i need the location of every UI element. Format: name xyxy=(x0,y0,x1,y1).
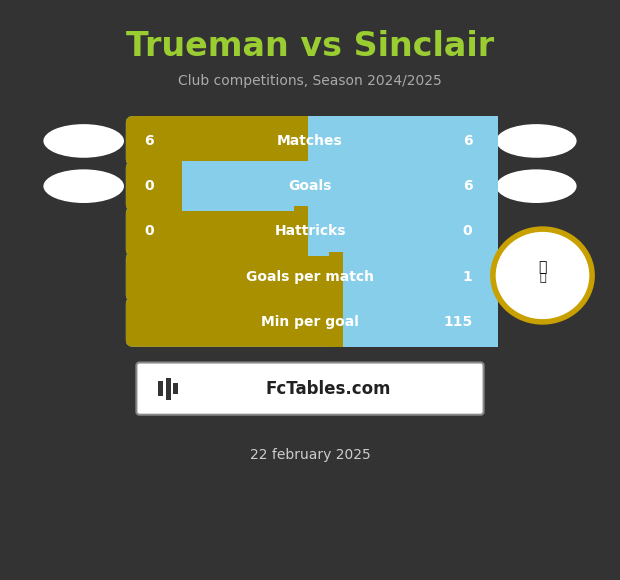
Text: Matches: Matches xyxy=(277,134,343,148)
Text: 🌿: 🌿 xyxy=(538,260,547,274)
FancyBboxPatch shape xyxy=(136,362,484,415)
Ellipse shape xyxy=(43,169,124,203)
FancyBboxPatch shape xyxy=(126,252,351,302)
FancyBboxPatch shape xyxy=(126,206,491,256)
Bar xyxy=(309,206,498,256)
Bar xyxy=(167,161,184,211)
Bar xyxy=(343,252,498,302)
Text: 1: 1 xyxy=(463,270,472,284)
Text: 115: 115 xyxy=(443,315,472,329)
Text: 6: 6 xyxy=(463,134,472,148)
FancyBboxPatch shape xyxy=(126,297,351,347)
Bar xyxy=(158,382,163,396)
FancyBboxPatch shape xyxy=(126,206,316,256)
Bar xyxy=(293,116,309,166)
Text: 0: 0 xyxy=(144,179,154,193)
Bar xyxy=(182,161,498,211)
Ellipse shape xyxy=(43,124,124,158)
FancyBboxPatch shape xyxy=(126,116,491,166)
Text: 0: 0 xyxy=(463,224,472,238)
Ellipse shape xyxy=(496,169,577,203)
FancyBboxPatch shape xyxy=(126,161,190,211)
Bar xyxy=(309,116,498,166)
Text: 22 february 2025: 22 february 2025 xyxy=(250,448,370,462)
Text: 6: 6 xyxy=(463,179,472,193)
Text: Club competitions, Season 2024/2025: Club competitions, Season 2024/2025 xyxy=(178,74,442,88)
Text: Hattricks: Hattricks xyxy=(274,224,346,238)
Circle shape xyxy=(493,229,592,322)
Text: 0: 0 xyxy=(144,224,154,238)
FancyBboxPatch shape xyxy=(126,161,491,211)
Text: Goals: Goals xyxy=(288,179,332,193)
Bar xyxy=(343,297,498,347)
Ellipse shape xyxy=(496,124,577,158)
Text: ⭐: ⭐ xyxy=(539,273,546,284)
Text: Trueman vs Sinclair: Trueman vs Sinclair xyxy=(126,30,494,63)
FancyBboxPatch shape xyxy=(126,252,491,302)
Bar xyxy=(166,378,171,400)
Bar xyxy=(329,297,345,347)
FancyBboxPatch shape xyxy=(126,116,316,166)
FancyBboxPatch shape xyxy=(126,297,491,347)
Bar xyxy=(173,383,178,394)
Text: Min per goal: Min per goal xyxy=(261,315,359,329)
Text: 6: 6 xyxy=(144,134,154,148)
Text: Goals per match: Goals per match xyxy=(246,270,374,284)
Bar xyxy=(329,252,345,302)
Text: FcTables.com: FcTables.com xyxy=(266,379,391,398)
Bar xyxy=(293,206,309,256)
